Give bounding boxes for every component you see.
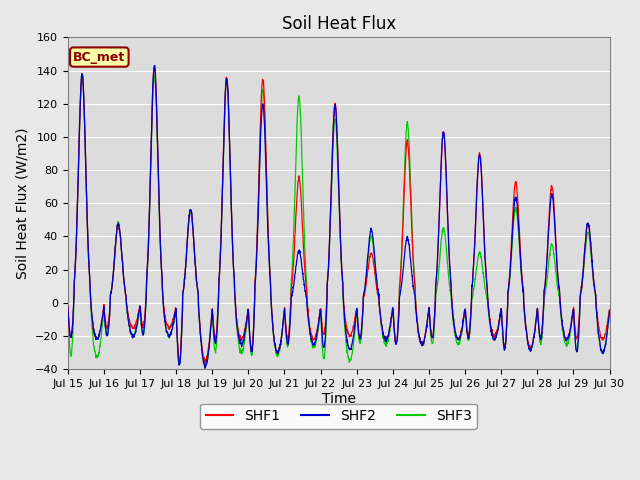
SHF3: [558, 322, 566, 328]
SHF1: [497, 311, 504, 317]
SHF1: [201, 360, 209, 366]
SHF3: [367, 234, 374, 240]
SHF3: [497, 312, 504, 317]
SHF2: [573, 348, 581, 354]
Line: SHF1: SHF1: [68, 66, 609, 363]
SHF3: [355, 334, 362, 340]
Line: SHF2: SHF2: [68, 66, 609, 368]
SHF1: [605, 307, 613, 312]
SHF2: [151, 63, 159, 69]
SHF2: [216, 274, 223, 280]
Line: SHF3: SHF3: [68, 73, 609, 368]
SHF2: [201, 365, 209, 371]
SHF3: [573, 348, 581, 354]
SHF3: [201, 365, 209, 371]
SHF1: [151, 63, 159, 69]
SHF1: [367, 252, 374, 257]
SHF2: [558, 317, 566, 323]
SHF2: [367, 228, 374, 234]
SHF2: [64, 303, 72, 309]
SHF3: [605, 309, 613, 314]
SHF1: [216, 274, 223, 279]
SHF3: [216, 273, 223, 279]
SHF2: [605, 308, 613, 314]
Text: BC_met: BC_met: [73, 50, 125, 63]
SHF1: [64, 304, 72, 310]
Title: Soil Heat Flux: Soil Heat Flux: [282, 15, 396, 33]
SHF2: [497, 311, 504, 316]
Y-axis label: Soil Heat Flux (W/m2): Soil Heat Flux (W/m2): [15, 128, 29, 279]
SHF2: [355, 330, 362, 336]
X-axis label: Time: Time: [322, 392, 356, 406]
SHF1: [355, 330, 362, 336]
Legend: SHF1, SHF2, SHF3: SHF1, SHF2, SHF3: [200, 404, 477, 429]
SHF1: [573, 335, 581, 341]
SHF3: [64, 307, 72, 312]
SHF1: [558, 318, 566, 324]
SHF3: [78, 71, 86, 76]
